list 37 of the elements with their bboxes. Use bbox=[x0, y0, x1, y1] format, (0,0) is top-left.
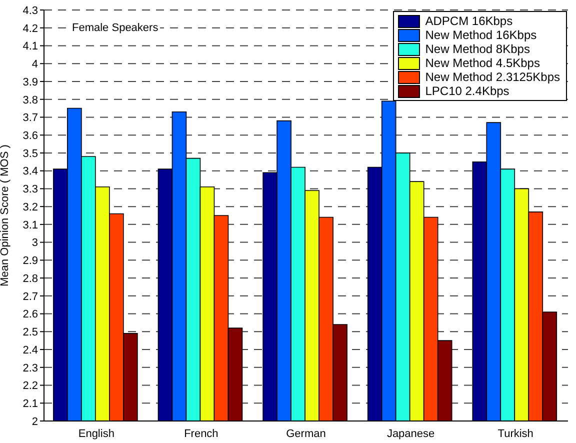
legend-label: LPC10 2.4Kbps bbox=[425, 84, 510, 98]
legend-label: New Method 2.3125Kbps bbox=[425, 70, 560, 84]
y-tick-label: 4 bbox=[32, 58, 38, 71]
y-tick-label: 3.8 bbox=[22, 94, 38, 106]
legend-label: New Method 4.5Kbps bbox=[425, 56, 540, 70]
y-tick-label: 4.1 bbox=[22, 40, 38, 53]
y-tick-label: 2.1 bbox=[22, 398, 38, 410]
y-tick-label: 2.8 bbox=[22, 272, 38, 285]
y-axis-title: Mean Opinion Score ( MOS ) bbox=[0, 144, 11, 286]
y-tick-label: 3.6 bbox=[22, 130, 38, 142]
y-tick-label: 2.9 bbox=[22, 255, 38, 268]
y-tick-label: 4.3 bbox=[22, 4, 38, 17]
y-tick-label: 2.2 bbox=[22, 380, 38, 392]
y-tick-label: 3.7 bbox=[22, 112, 38, 124]
x-tick-label: Turkish bbox=[498, 428, 534, 440]
y-tick-label: 3.1 bbox=[22, 219, 38, 232]
y-tick-label: 3.9 bbox=[22, 76, 38, 88]
x-tick-label: German bbox=[286, 428, 326, 440]
y-tick-label: 2.7 bbox=[22, 290, 38, 303]
y-tick-label: 3.3 bbox=[22, 184, 38, 196]
y-tick-label: 2 bbox=[32, 416, 38, 428]
y-tick-label: 2.4 bbox=[22, 344, 38, 356]
legend-label: New Method 8Kbps bbox=[425, 42, 530, 56]
y-tick-label: 3 bbox=[32, 237, 38, 250]
y-tick-label: 4.2 bbox=[22, 22, 38, 35]
y-tick-label: 2.5 bbox=[22, 326, 38, 339]
y-tick-label: 3.4 bbox=[22, 166, 38, 178]
x-tick-label: French bbox=[184, 428, 218, 440]
y-tick-label: 2.3 bbox=[22, 362, 38, 374]
annotation: Female Speakers bbox=[70, 22, 160, 34]
y-tick-label: 3.5 bbox=[22, 148, 38, 160]
y-tick-label: 2.6 bbox=[22, 308, 38, 321]
legend-label: New Method 16Kbps bbox=[425, 28, 537, 42]
legend-label: ADPCM 16Kbps bbox=[425, 14, 513, 28]
x-tick-label: Japanese bbox=[386, 428, 435, 440]
y-tick-label: 3.2 bbox=[22, 201, 38, 214]
x-tick-label: English bbox=[78, 428, 114, 440]
